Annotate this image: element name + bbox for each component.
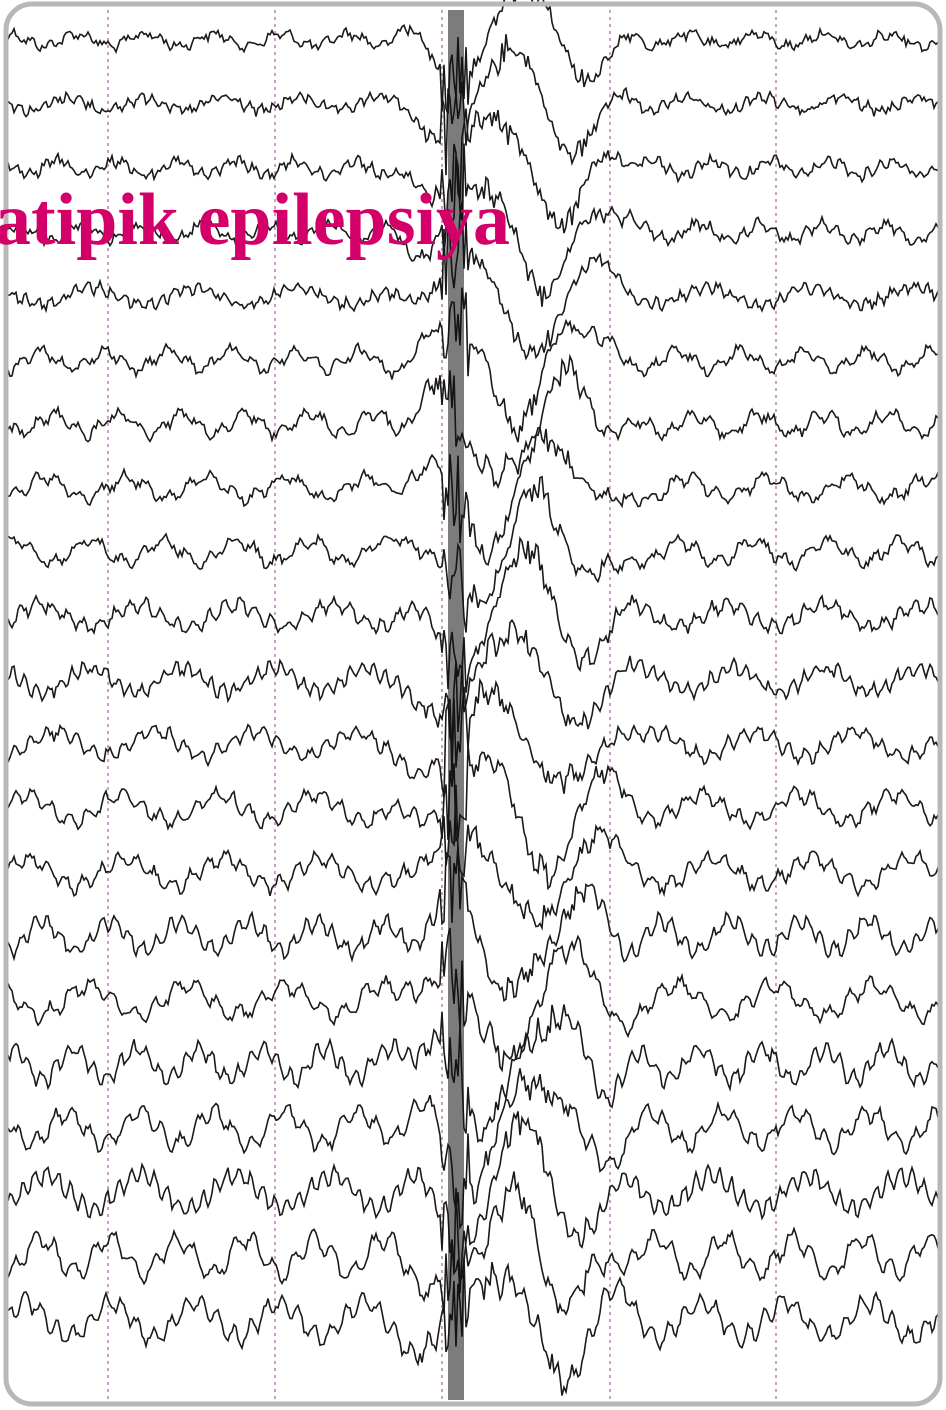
page: atipik epilepsiya (() => { const data = … xyxy=(0,0,946,1410)
slide-title: atipik epilepsiya xyxy=(0,178,510,263)
